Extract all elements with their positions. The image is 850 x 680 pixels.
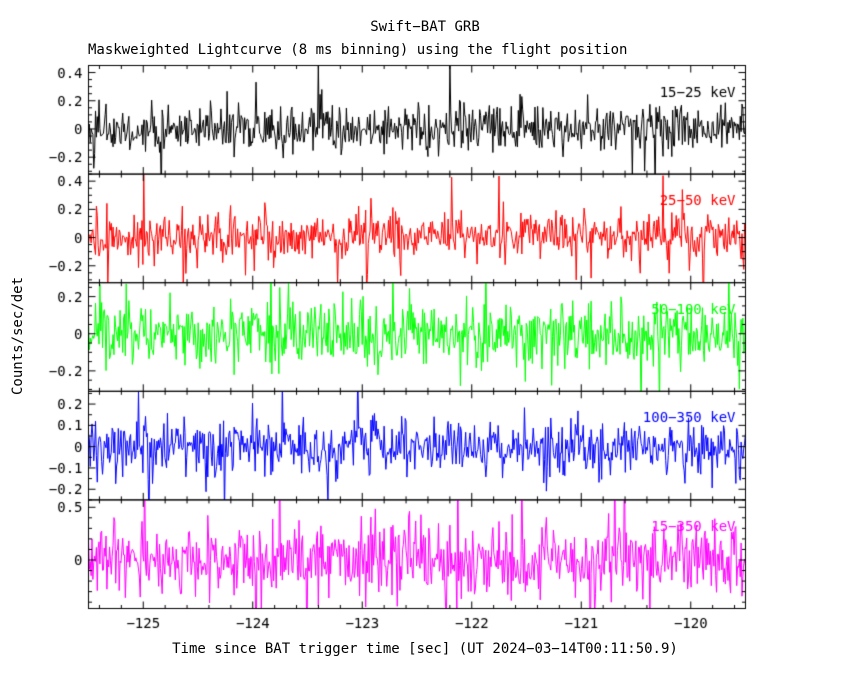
y-axis-label: Counts/sec/det bbox=[10, 276, 26, 396]
x-axis-label: Time since BAT trigger time [sec] (UT 20… bbox=[172, 641, 678, 657]
chart-subtitle: Maskweighted Lightcurve (8 ms binning) u… bbox=[88, 42, 628, 58]
chart-title: Swift−BAT GRB bbox=[370, 19, 480, 35]
